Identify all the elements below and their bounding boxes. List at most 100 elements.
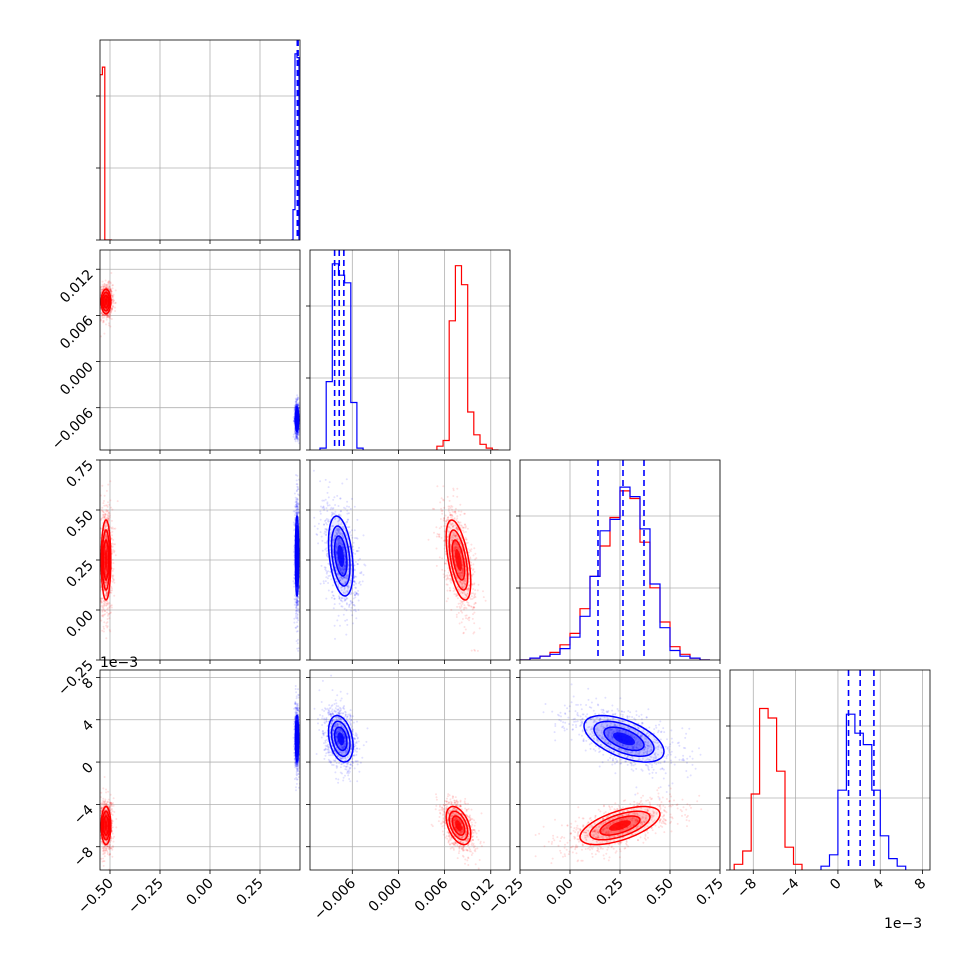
scatter-point (476, 649, 479, 652)
scatter-point (101, 604, 104, 607)
scatter-point (346, 509, 349, 512)
scatter-point (106, 607, 109, 610)
scatter-point (104, 504, 107, 507)
scatter-point (458, 541, 461, 544)
scatter-point (110, 506, 112, 509)
scatter-point (296, 505, 299, 508)
scatter-point (110, 290, 113, 293)
scatter-point (463, 526, 466, 529)
scatter-point (454, 524, 457, 527)
scatter-point (456, 487, 459, 490)
scatter-point (448, 511, 451, 514)
scatter-point (103, 314, 106, 317)
scatter-point (104, 526, 107, 529)
scatter-point (468, 549, 471, 552)
scatter-point (296, 508, 299, 511)
scatter-point (447, 577, 450, 580)
scatter-point (116, 500, 119, 503)
scatter-point (296, 396, 299, 399)
scatter-point (296, 513, 299, 516)
scatter-point (97, 308, 99, 310)
scatter-point (295, 509, 298, 512)
scatter-point (297, 600, 300, 603)
scatter-point (110, 604, 113, 607)
scatter-point (101, 288, 104, 291)
scatter-point (105, 536, 107, 539)
scatter-point (461, 586, 463, 589)
scatter-point (470, 548, 473, 551)
scatter-point (444, 562, 447, 565)
scatter-point (333, 597, 336, 600)
scatter-point (447, 505, 450, 508)
scatter-point (105, 604, 108, 607)
scatter-point (448, 587, 451, 589)
scatter-point (457, 602, 460, 605)
scatter-point (295, 435, 298, 438)
scatter-point (437, 533, 440, 536)
scatter-point (98, 304, 100, 306)
scatter-point (352, 541, 355, 544)
scatter-point (454, 534, 457, 537)
scatter-point (110, 526, 113, 529)
scatter-point (106, 600, 109, 603)
scatter-point (455, 565, 458, 568)
scatter-point (461, 574, 464, 577)
scatter-point (296, 433, 299, 436)
scatter-point (435, 564, 438, 567)
scatter-point (297, 505, 299, 507)
scatter-point (459, 607, 462, 610)
scatter-point (461, 571, 464, 574)
scatter-point (445, 559, 448, 562)
scatter-point (108, 605, 111, 608)
scatter-point (455, 594, 458, 597)
scatter-point (103, 516, 106, 519)
scatter-point (104, 610, 106, 612)
scatter-point (450, 514, 453, 517)
scatter-point (472, 606, 475, 609)
axes-frame (309, 249, 511, 451)
scatter-point (297, 430, 300, 433)
scatter-point (106, 602, 109, 605)
scatter-point (336, 494, 339, 497)
scatter-point (448, 505, 451, 508)
scatter-point (97, 292, 99, 294)
scatter-point (444, 574, 447, 577)
scatter-point (459, 503, 462, 506)
scatter-point (438, 535, 441, 538)
scatter-point (100, 288, 103, 291)
scatter-point (295, 506, 298, 509)
scatter-point (438, 556, 441, 559)
histogram-step (100, 66, 112, 240)
scatter-point (294, 436, 297, 439)
scatter-point (461, 567, 464, 570)
scatter-point (97, 307, 99, 309)
scatter-point (101, 283, 104, 286)
scatter-point (109, 604, 112, 607)
scatter-point (105, 573, 108, 576)
scatter-point (107, 280, 110, 283)
scatter-point (105, 571, 108, 574)
scatter-point (297, 404, 300, 407)
scatter-point (474, 601, 477, 604)
scatter-point (296, 505, 299, 508)
scatter-point (105, 581, 108, 584)
scatter-point (295, 596, 298, 599)
scatter-point (109, 289, 112, 292)
scatter-point (293, 576, 295, 579)
scatter-point (296, 398, 299, 401)
scatter-point (102, 516, 105, 519)
scatter-point (473, 582, 476, 585)
scatter-point (100, 286, 103, 289)
scatter-point (103, 283, 106, 286)
scatter-point (107, 281, 110, 284)
scatter-point (110, 292, 113, 295)
scatter-point (110, 309, 113, 312)
grid-lines (100, 250, 300, 450)
scatter-point (104, 601, 107, 604)
scatter-point (457, 528, 460, 531)
scatter-point (471, 574, 474, 577)
scatter-point (112, 568, 115, 570)
scatter-point (296, 511, 299, 514)
scatter-point (462, 526, 464, 529)
